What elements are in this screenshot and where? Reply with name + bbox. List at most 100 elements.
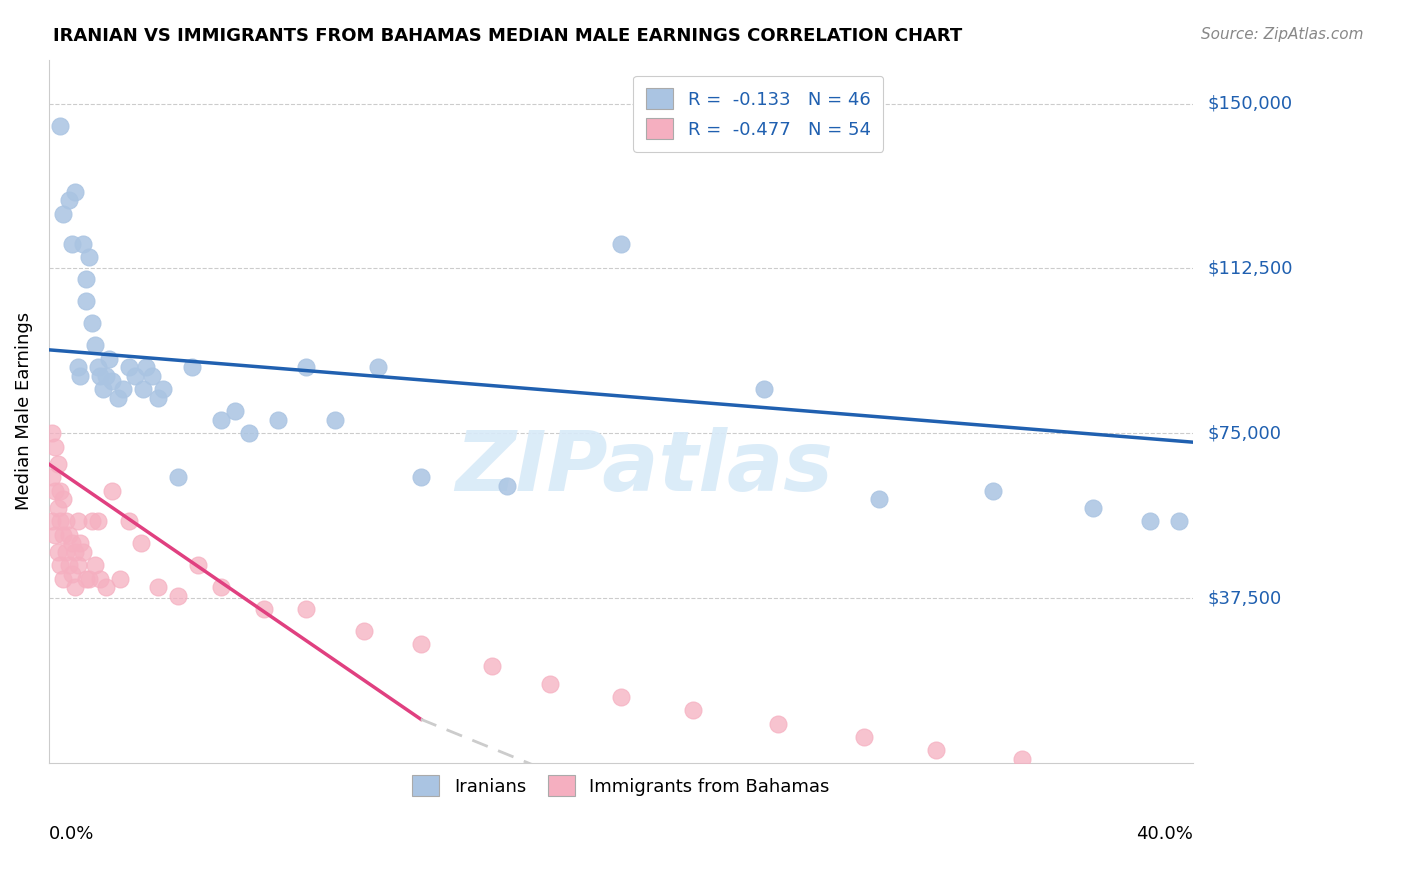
Point: [132, 383, 155, 397]
Point: [41, 470, 63, 484]
Point: [91, 383, 114, 397]
Point: [89, 369, 111, 384]
Point: [72, 237, 94, 252]
Point: [187, 558, 209, 573]
Point: [238, 426, 260, 441]
Text: $75,000: $75,000: [1208, 425, 1281, 442]
Point: [80, 514, 103, 528]
Point: [83, 338, 105, 352]
Point: [295, 602, 318, 616]
Point: [267, 413, 290, 427]
Point: [152, 383, 174, 397]
Point: [44, 527, 66, 541]
Point: [55, 514, 77, 528]
Point: [209, 413, 232, 427]
Point: [60, 237, 83, 252]
Point: [353, 624, 375, 639]
Point: [44, 483, 66, 498]
Point: [58, 527, 80, 541]
Point: [112, 383, 135, 397]
Point: [1139, 514, 1161, 528]
Point: [55, 545, 77, 559]
Point: [66, 360, 89, 375]
Text: IRANIAN VS IMMIGRANTS FROM BAHAMAS MEDIAN MALE EARNINGS CORRELATION CHART: IRANIAN VS IMMIGRANTS FROM BAHAMAS MEDIA…: [53, 27, 963, 45]
Point: [63, 545, 86, 559]
Point: [96, 580, 118, 594]
Point: [66, 514, 89, 528]
Point: [118, 360, 141, 375]
Point: [83, 558, 105, 573]
Point: [46, 501, 69, 516]
Point: [52, 527, 75, 541]
Point: [75, 272, 97, 286]
Point: [101, 483, 124, 498]
Point: [80, 317, 103, 331]
Point: [925, 743, 948, 757]
Point: [224, 404, 246, 418]
Point: [1167, 514, 1189, 528]
Point: [49, 558, 72, 573]
Point: [63, 185, 86, 199]
Point: [146, 391, 169, 405]
Point: [46, 457, 69, 471]
Point: [69, 536, 91, 550]
Point: [75, 294, 97, 309]
Point: [610, 690, 633, 705]
Point: [868, 492, 890, 507]
Point: [853, 730, 876, 744]
Point: [323, 413, 346, 427]
Point: [72, 545, 94, 559]
Text: $112,500: $112,500: [1208, 260, 1292, 277]
Point: [60, 567, 83, 582]
Point: [682, 703, 704, 717]
Point: [481, 659, 503, 673]
Point: [58, 558, 80, 573]
Point: [63, 580, 86, 594]
Point: [295, 360, 318, 375]
Point: [1011, 752, 1033, 766]
Point: [49, 483, 72, 498]
Point: [49, 514, 72, 528]
Point: [146, 580, 169, 594]
Point: [49, 119, 72, 133]
Point: [209, 580, 232, 594]
Point: [52, 572, 75, 586]
Point: [89, 572, 111, 586]
Point: [52, 492, 75, 507]
Point: [1081, 501, 1104, 516]
Point: [41, 514, 63, 528]
Point: [135, 360, 157, 375]
Point: [46, 545, 69, 559]
Point: [58, 194, 80, 208]
Point: [409, 470, 432, 484]
Point: [96, 369, 118, 384]
Point: [768, 716, 790, 731]
Text: 0.0%: 0.0%: [49, 825, 94, 843]
Point: [69, 369, 91, 384]
Point: [86, 360, 108, 375]
Point: [367, 360, 389, 375]
Point: [101, 374, 124, 388]
Point: [77, 572, 100, 586]
Point: [110, 572, 132, 586]
Text: ZIPatlas: ZIPatlas: [456, 427, 832, 508]
Point: [129, 536, 152, 550]
Point: [118, 514, 141, 528]
Point: [141, 369, 163, 384]
Point: [752, 383, 775, 397]
Point: [60, 536, 83, 550]
Point: [252, 602, 274, 616]
Point: [86, 514, 108, 528]
Point: [181, 360, 204, 375]
Point: [538, 677, 561, 691]
Point: [66, 558, 89, 573]
Point: [41, 426, 63, 441]
Point: [124, 369, 146, 384]
Text: 40.0%: 40.0%: [1136, 825, 1194, 843]
Point: [44, 440, 66, 454]
Text: $37,500: $37,500: [1208, 590, 1281, 607]
Point: [166, 589, 188, 603]
Point: [52, 206, 75, 220]
Point: [107, 391, 129, 405]
Legend: Iranians, Immigrants from Bahamas: Iranians, Immigrants from Bahamas: [405, 768, 837, 804]
